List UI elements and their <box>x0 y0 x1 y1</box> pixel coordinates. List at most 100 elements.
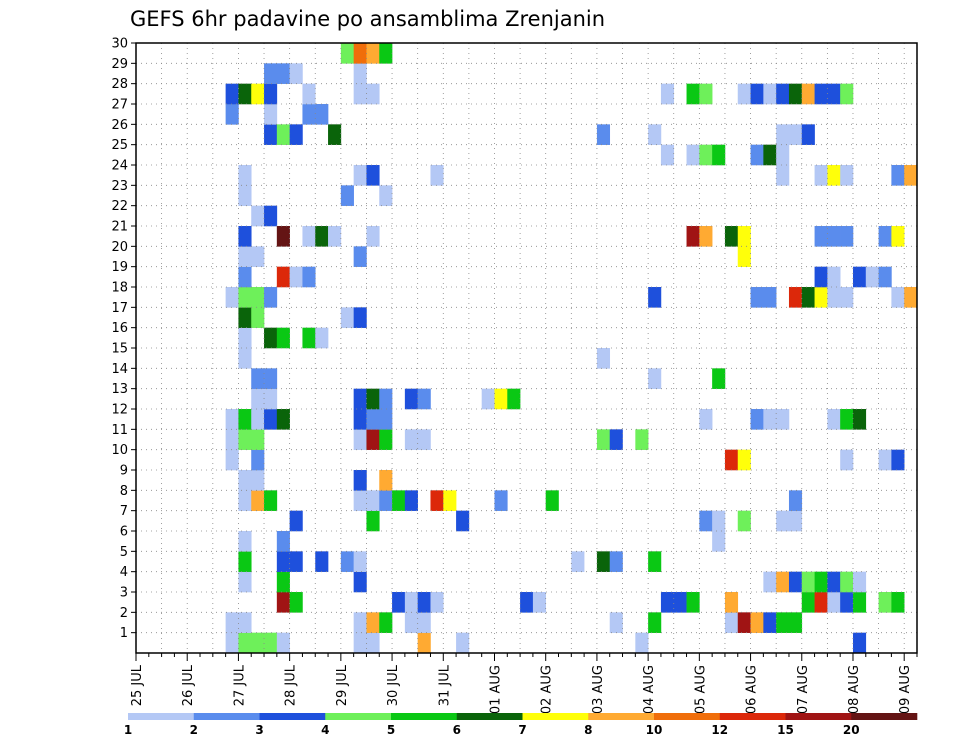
precip-cell <box>788 83 803 105</box>
precip-cell <box>379 470 393 491</box>
precip-cell <box>788 124 803 145</box>
precip-cell <box>840 449 854 471</box>
precip-cell <box>737 510 751 532</box>
colorbar-label: 8 <box>584 723 592 737</box>
precip-cell <box>404 612 418 633</box>
y-tick-label: 14 <box>111 362 128 377</box>
precip-cell <box>353 165 367 186</box>
precip-cell <box>904 287 918 308</box>
x-tick-label: 29 JUL <box>335 664 350 706</box>
precip-cell <box>225 287 239 308</box>
precip-cell <box>596 429 611 450</box>
precip-cell <box>251 490 265 511</box>
precip-cell <box>251 83 265 105</box>
precip-cell <box>852 266 867 288</box>
y-tick-label: 7 <box>120 504 128 519</box>
precip-cell <box>302 226 316 247</box>
precip-cell <box>788 287 803 308</box>
y-tick-label: 13 <box>111 382 128 397</box>
precip-cell <box>814 592 828 613</box>
precip-cell <box>238 571 252 593</box>
precip-cell <box>264 490 278 511</box>
precip-cell <box>353 470 367 491</box>
precip-cell <box>878 266 892 288</box>
precip-cell <box>827 226 841 247</box>
x-axis: 25 JUL 26 JUL 27 JUL 28 JUL 29 JUL 30 JUL 31 J… <box>130 653 918 714</box>
x-tick-label: 30 JUL <box>386 664 401 706</box>
precip-cell <box>891 449 905 471</box>
precip-cell <box>840 592 854 613</box>
precip-cell <box>814 571 828 593</box>
precip-cell <box>264 368 278 389</box>
x-tick-label: 01 AUG <box>488 665 503 714</box>
precip-cell <box>353 63 367 84</box>
precip-cell <box>776 144 790 166</box>
precip-cell <box>276 592 290 613</box>
precip-cell <box>596 124 611 145</box>
precip-cell <box>276 632 290 654</box>
precip-cell <box>609 429 623 450</box>
precip-cell <box>264 63 278 84</box>
precip-cell <box>878 226 892 247</box>
y-tick-label: 23 <box>111 179 128 194</box>
precip-cell <box>430 490 444 511</box>
y-tick-label: 6 <box>120 525 128 540</box>
y-tick-label: 27 <box>111 98 128 113</box>
precip-cell <box>712 531 726 552</box>
precip-cell <box>315 226 329 247</box>
precip-cell <box>840 226 854 247</box>
precip-cell <box>776 510 790 532</box>
precip-cell <box>238 429 252 450</box>
grid-layer <box>136 43 917 653</box>
x-tick-label: 26 JUL <box>181 664 196 706</box>
precip-cell <box>814 287 828 308</box>
precip-cell <box>340 307 354 328</box>
precip-cell <box>776 165 790 186</box>
precip-cell <box>238 266 252 288</box>
precip-cell <box>852 409 867 430</box>
precip-cell <box>891 226 905 247</box>
precip-cell <box>494 388 508 410</box>
x-tick-label: 07 AUG <box>796 665 811 714</box>
precip-cell <box>891 287 905 308</box>
precip-cell <box>891 592 905 613</box>
precip-cell <box>686 144 700 166</box>
x-tick-label: 06 AUG <box>745 665 760 714</box>
precip-cell <box>635 632 649 654</box>
colorbar-label: 12 <box>711 723 728 737</box>
y-tick-label: 15 <box>111 342 128 357</box>
precip-cell <box>238 612 252 633</box>
precip-cell <box>392 490 406 511</box>
precip-cell <box>648 368 662 389</box>
precip-cell <box>238 307 252 328</box>
colorbar-label: 2 <box>190 723 198 737</box>
precip-cell <box>801 83 815 105</box>
precip-cell <box>276 571 290 593</box>
precip-cell <box>417 612 431 633</box>
precip-cell <box>827 83 841 105</box>
precip-cell <box>840 287 854 308</box>
y-tick-label: 12 <box>111 403 128 418</box>
precip-cell <box>737 246 751 267</box>
y-tick-label: 26 <box>111 118 128 133</box>
colorbar-swatch <box>391 713 458 720</box>
precip-cell <box>353 246 367 267</box>
precip-cell <box>328 124 342 145</box>
precip-cell <box>264 205 278 227</box>
precip-cell <box>788 490 803 511</box>
precip-cell <box>417 388 431 410</box>
precip-cell <box>827 592 841 613</box>
precip-cell <box>724 592 739 613</box>
precip-cell <box>596 348 611 369</box>
precip-cell <box>417 429 431 450</box>
precip-cell <box>648 124 662 145</box>
precip-cell <box>379 43 393 64</box>
precip-cell <box>264 388 278 410</box>
precip-cell <box>366 429 380 450</box>
precip-cell <box>238 185 252 206</box>
precip-cell <box>251 307 265 328</box>
colorbar-swatch <box>193 713 260 720</box>
precip-cell <box>801 571 815 593</box>
precip-cell <box>353 551 367 572</box>
precip-cell <box>737 226 751 247</box>
